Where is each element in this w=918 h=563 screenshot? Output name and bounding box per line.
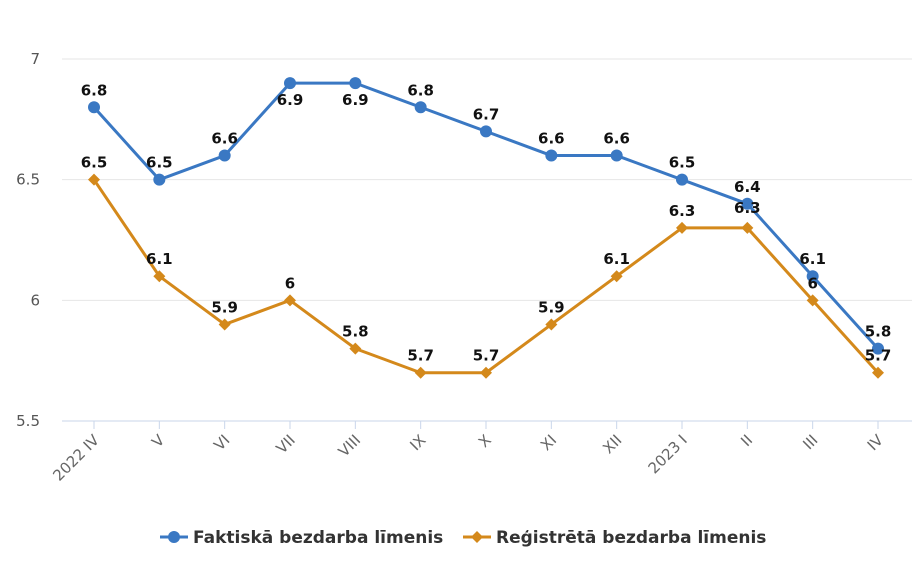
data-point[interactable] <box>284 294 296 307</box>
x-tick-label: XII <box>599 431 625 457</box>
data-label: 5.9 <box>211 298 238 316</box>
x-tick-label: III <box>799 431 821 453</box>
x-tick-label: II <box>737 431 756 450</box>
x-tick-label: 2023 I <box>645 431 691 477</box>
data-point[interactable] <box>676 221 688 234</box>
data-point[interactable] <box>284 77 296 90</box>
x-axis: 2022 IV V VI VII VIII IX X XI XII 2023 I II III IV <box>49 421 887 485</box>
data-point[interactable] <box>349 342 362 355</box>
data-point[interactable] <box>872 342 884 355</box>
data-point[interactable] <box>545 149 558 162</box>
data-label: 5.7 <box>865 347 892 365</box>
data-label: 6.1 <box>799 250 826 268</box>
data-point[interactable] <box>414 101 427 114</box>
data-label: 6.3 <box>669 202 696 220</box>
x-tick-label: XI <box>537 431 560 454</box>
data-label: 6.6 <box>211 130 238 148</box>
data-label: 6.5 <box>669 154 696 172</box>
data-point[interactable] <box>153 270 166 283</box>
data-label: 6.9 <box>277 91 304 109</box>
legend-label-0: Faktiskā bezdarba līmenis <box>193 528 443 548</box>
data-label: 5.7 <box>407 347 434 365</box>
data-label: 6.5 <box>81 154 108 172</box>
data-label: 5.9 <box>538 298 565 316</box>
data-point[interactable] <box>610 149 623 162</box>
gridlines <box>62 58 912 422</box>
data-label: 6.6 <box>603 130 630 148</box>
data-label: 6 <box>285 274 295 292</box>
legend-item-1[interactable]: Reģistrētā bezdarba līmenis <box>463 528 766 548</box>
y-tick-label: 6.5 <box>16 171 40 189</box>
x-tick-label: 2022 IV <box>49 431 103 485</box>
data-label: 6.5 <box>146 154 173 172</box>
data-label: 6.4 <box>734 178 761 196</box>
x-tick-label: VII <box>273 431 299 457</box>
y-tick-label: 6 <box>30 291 40 309</box>
data-point[interactable] <box>872 366 884 379</box>
data-point[interactable] <box>153 173 166 186</box>
data-point[interactable] <box>610 270 623 283</box>
data-label: 6 <box>807 274 817 292</box>
x-tick-label: VI <box>210 431 233 454</box>
data-labels: 6.8 6.5 6.6 6.9 6.9 6.8 6.7 6.6 6.6 6.5 6.4 6.1 5.8 6… <box>81 81 892 364</box>
x-tick-label: IV <box>864 431 888 455</box>
x-tick-label: V <box>148 431 169 452</box>
data-point[interactable] <box>480 125 492 138</box>
y-axis-ticks: 5.5 6 6.5 7 <box>16 50 40 430</box>
data-point[interactable] <box>806 270 819 283</box>
data-point[interactable] <box>741 197 754 210</box>
data-point[interactable] <box>349 77 362 90</box>
y-tick-label: 5.5 <box>16 412 40 430</box>
x-tick-label: VIII <box>335 431 364 460</box>
data-label: 6.1 <box>603 250 630 268</box>
data-point[interactable] <box>741 221 754 234</box>
data-point[interactable] <box>88 173 100 186</box>
data-label: 6.8 <box>81 81 108 99</box>
legend-item-0[interactable]: Faktiskā bezdarba līmenis <box>160 528 443 548</box>
data-point[interactable] <box>480 366 492 379</box>
data-label: 5.7 <box>473 347 500 365</box>
data-label: 5.8 <box>342 323 369 341</box>
legend-marker-0 <box>168 531 180 543</box>
data-label: 6.6 <box>538 130 565 148</box>
data-label: 5.8 <box>865 323 892 341</box>
data-point[interactable] <box>806 294 819 307</box>
y-tick-label: 7 <box>30 50 40 68</box>
legend: Faktiskā bezdarba līmenis Reģistrētā bez… <box>160 528 766 548</box>
data-label: 6.9 <box>342 91 369 109</box>
data-point[interactable] <box>218 318 231 331</box>
x-tick-label: IX <box>406 431 429 454</box>
data-point[interactable] <box>545 318 558 331</box>
legend-marker-1 <box>471 531 483 543</box>
x-tick-label: X <box>475 431 495 451</box>
data-point[interactable] <box>88 101 100 114</box>
data-label: 6.8 <box>407 81 434 99</box>
data-label: 6.1 <box>146 250 173 268</box>
series-group <box>88 77 884 379</box>
data-label: 6.3 <box>734 199 761 217</box>
data-point[interactable] <box>414 366 427 379</box>
data-point[interactable] <box>676 173 688 186</box>
data-point[interactable] <box>218 149 231 162</box>
data-label: 6.7 <box>473 105 500 123</box>
legend-label-1: Reģistrētā bezdarba līmenis <box>496 528 766 548</box>
